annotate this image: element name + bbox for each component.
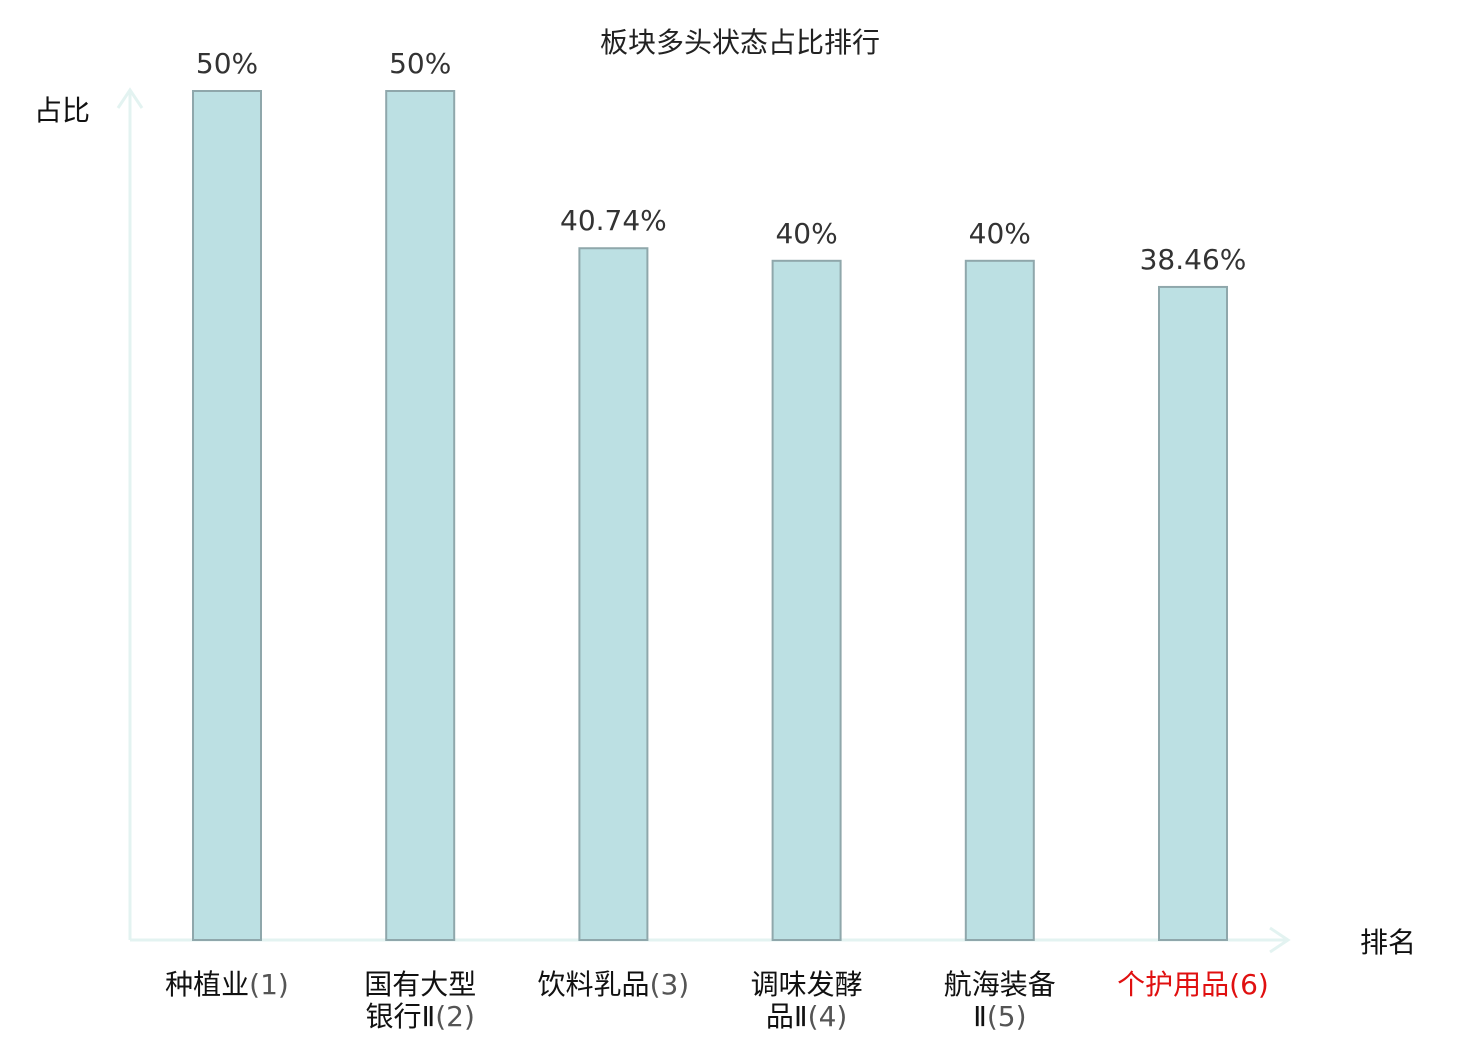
category-name: 种植业 (165, 968, 249, 1001)
category-rank: (2) (435, 1000, 475, 1033)
category-label-2-line-2: 银行Ⅱ(2) (365, 1000, 474, 1033)
value-label-4: 40% (775, 217, 837, 250)
category-name: Ⅱ (973, 1000, 987, 1033)
category-name: 国有大型 (364, 968, 476, 1001)
category-label-4-line-1: 调味发酵 (751, 968, 863, 1001)
value-labels-group: 50% 50% 40.74% 40% 40% 38.46% (196, 47, 1247, 276)
category-label-3: 饮料乳品(3) (538, 968, 690, 1001)
category-name: 调味发酵 (751, 968, 863, 1001)
category-name: 品Ⅱ (766, 1000, 808, 1033)
bar-2 (385, 90, 456, 941)
category-rank: (3) (650, 968, 690, 1001)
bar-4 (771, 259, 842, 941)
category-label-6: 个护用品(6) (1117, 968, 1269, 1001)
category-name: 个护用品 (1117, 968, 1229, 1001)
category-rank: (5) (987, 1000, 1027, 1033)
bars-group (192, 90, 1228, 941)
category-label-5-line-2: Ⅱ(5) (973, 1000, 1026, 1033)
category-name: 航海装备 (944, 968, 1056, 1001)
value-label-2: 50% (389, 47, 451, 80)
y-axis-label: 占比 (34, 94, 90, 127)
x-axis (130, 926, 1291, 954)
chart-title: 板块多头状态占比排行 (600, 26, 880, 59)
value-label-6: 38.46% (1140, 243, 1247, 276)
bar-1 (192, 90, 262, 941)
x-axis-label: 排名 (1360, 926, 1416, 959)
category-name: 饮料乳品 (538, 968, 650, 1001)
bar-6 (1158, 285, 1228, 941)
y-axis (116, 87, 144, 940)
category-rank: (1) (249, 968, 289, 1001)
category-rank: (6) (1229, 968, 1269, 1001)
category-name: 银行Ⅱ (365, 1000, 435, 1033)
category-rank: (4) (808, 1000, 848, 1033)
category-label-2-line-1: 国有大型 (364, 968, 476, 1001)
category-label-1: 种植业(1) (165, 968, 289, 1001)
value-label-5: 40% (969, 217, 1031, 250)
category-label-5-line-1: 航海装备 (944, 968, 1056, 1001)
value-label-3: 40.74% (560, 204, 667, 237)
bar-3 (578, 247, 649, 941)
category-label-4-line-2: 品Ⅱ(4) (766, 1000, 847, 1033)
value-label-1: 50% (196, 47, 258, 80)
bar-5 (964, 259, 1035, 941)
